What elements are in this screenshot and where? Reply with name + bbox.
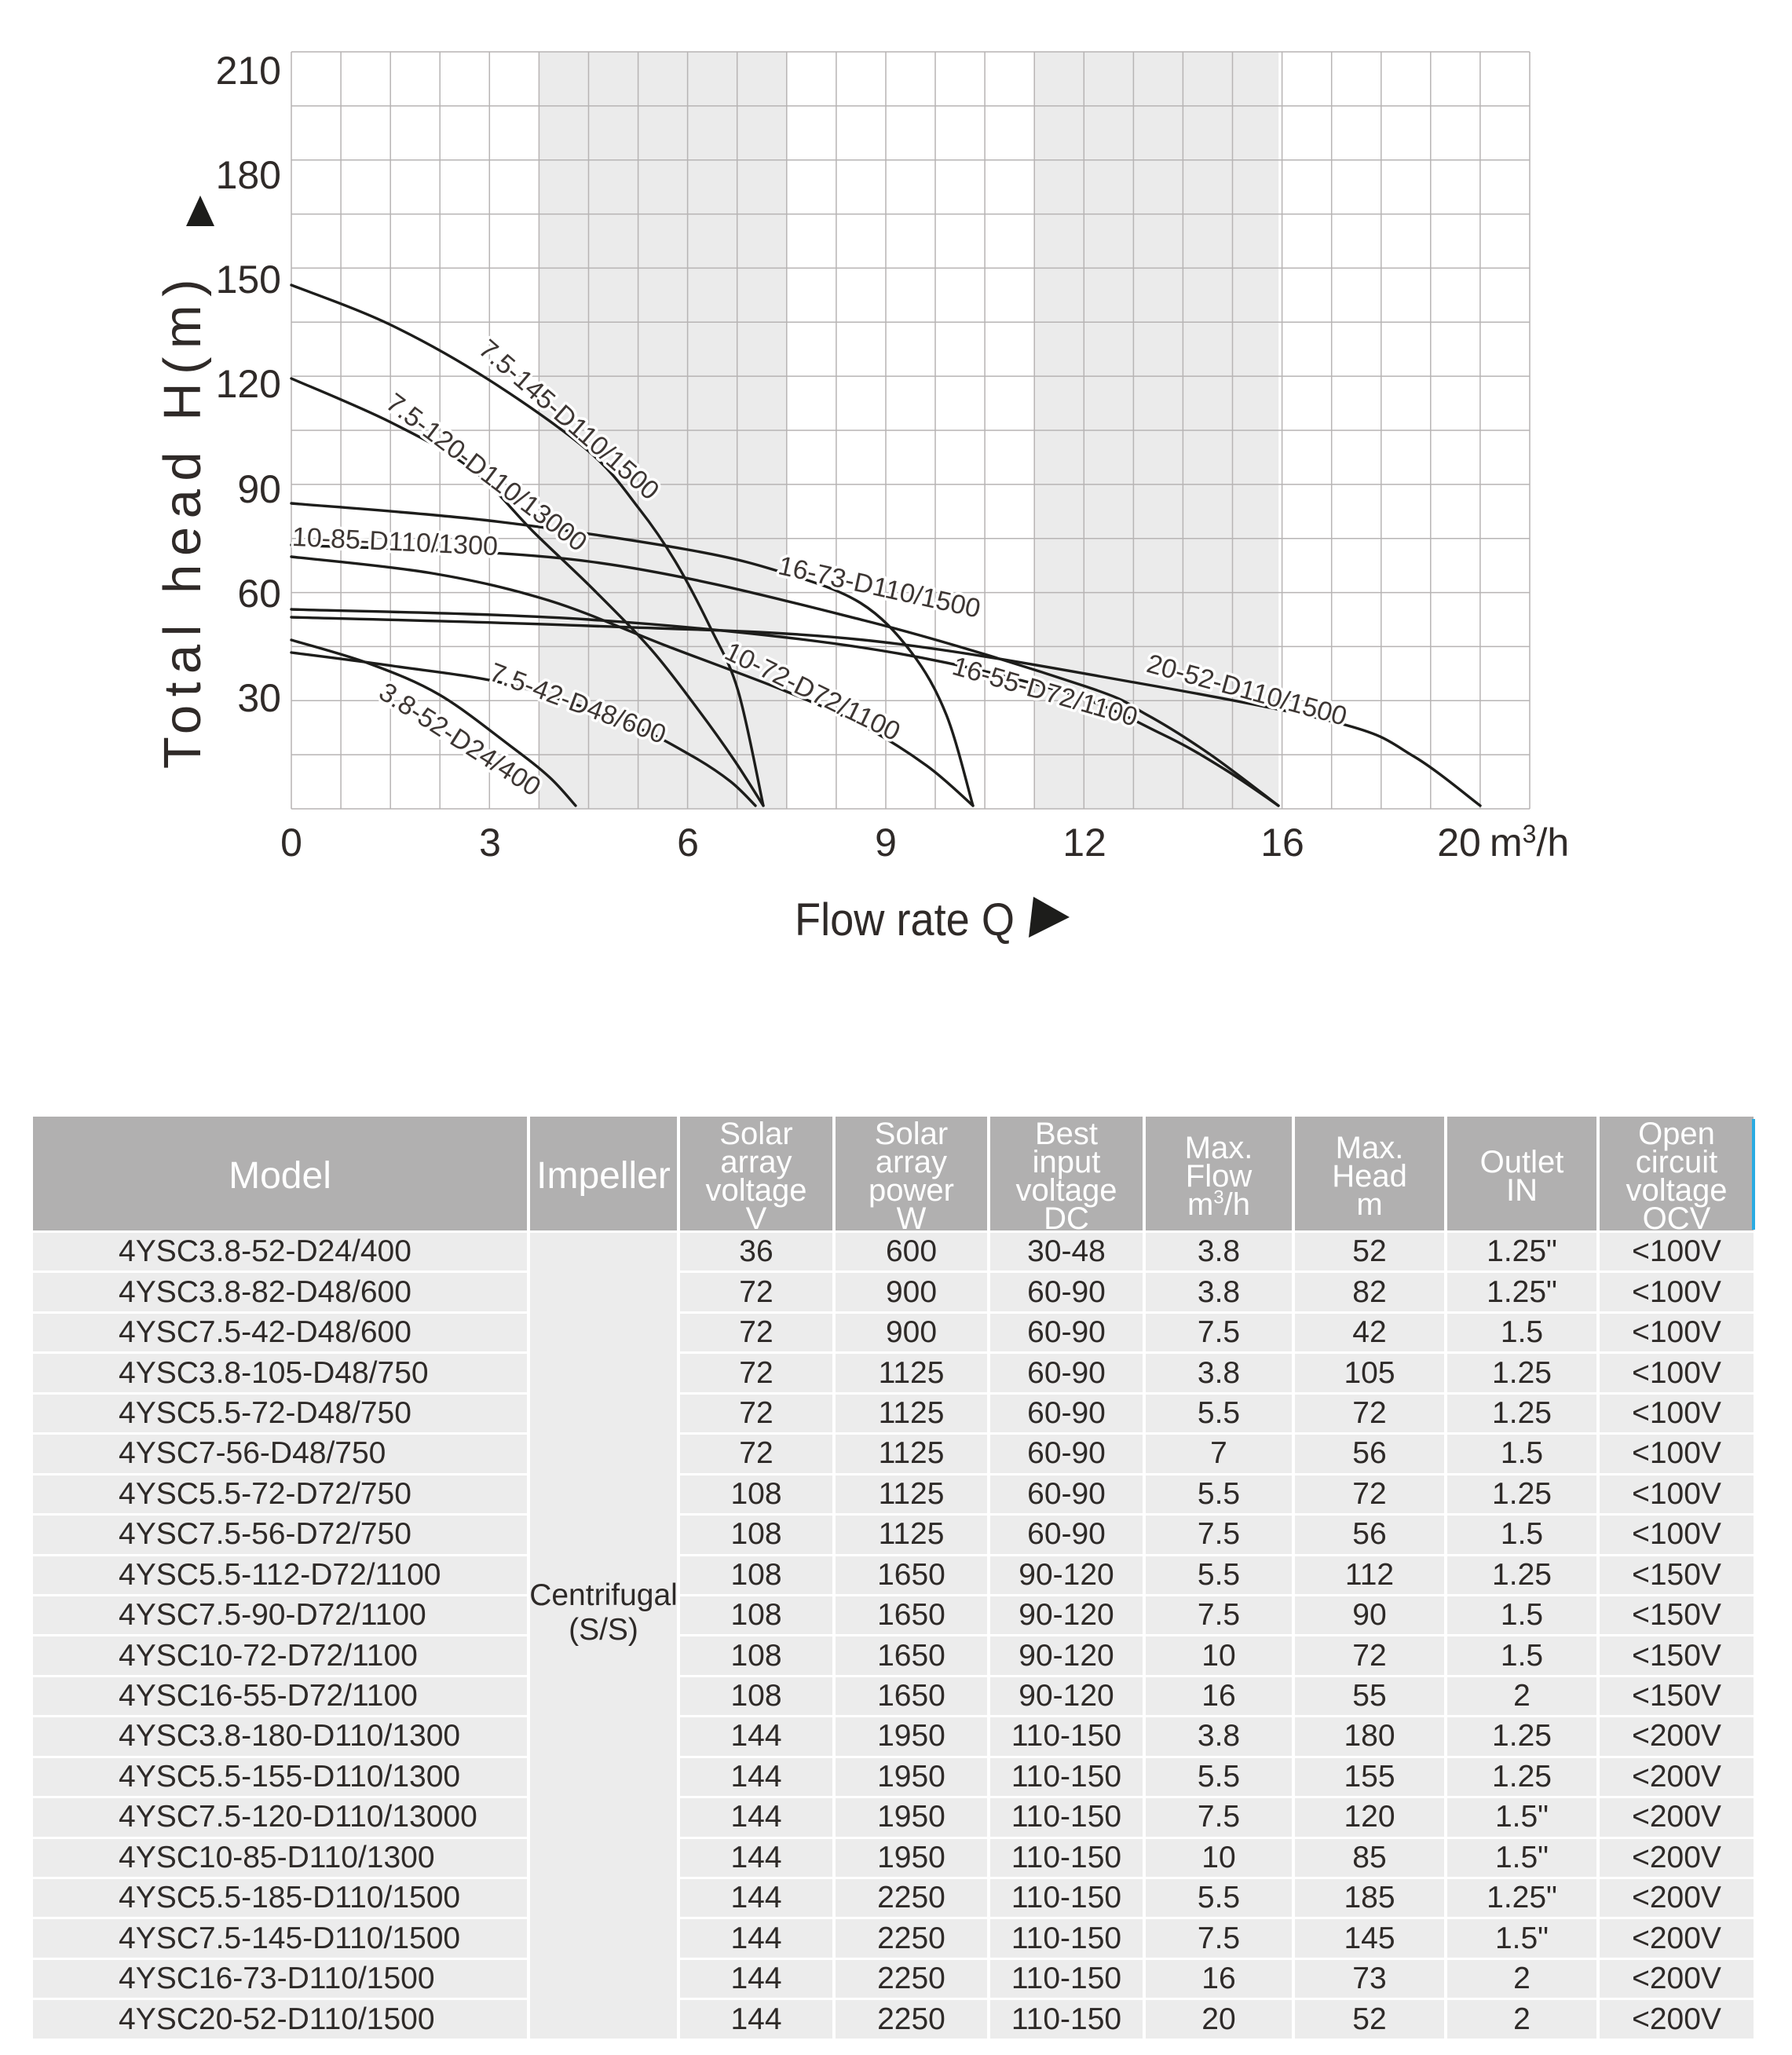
svg-text:0: 0 xyxy=(280,821,302,865)
svg-text:12: 12 xyxy=(1062,821,1106,865)
svg-text:3: 3 xyxy=(479,821,501,865)
svg-text:60: 60 xyxy=(237,572,281,616)
svg-text:90: 90 xyxy=(237,467,281,511)
svg-text:150: 150 xyxy=(216,258,281,302)
svg-text:20: 20 xyxy=(1437,821,1481,865)
svg-text:9: 9 xyxy=(875,821,897,865)
svg-text:16: 16 xyxy=(1260,821,1304,865)
svg-text:180: 180 xyxy=(216,153,281,197)
svg-text:120: 120 xyxy=(216,362,281,406)
svg-text:Flow rate Q: Flow rate Q xyxy=(795,894,1015,945)
svg-text:210: 210 xyxy=(216,49,281,93)
svg-text:m3/h: m3/h xyxy=(1490,820,1569,865)
svg-text:6: 6 xyxy=(677,821,699,865)
svg-text:30: 30 xyxy=(237,676,281,720)
svg-text:Total head H(m): Total head H(m) xyxy=(153,271,212,769)
